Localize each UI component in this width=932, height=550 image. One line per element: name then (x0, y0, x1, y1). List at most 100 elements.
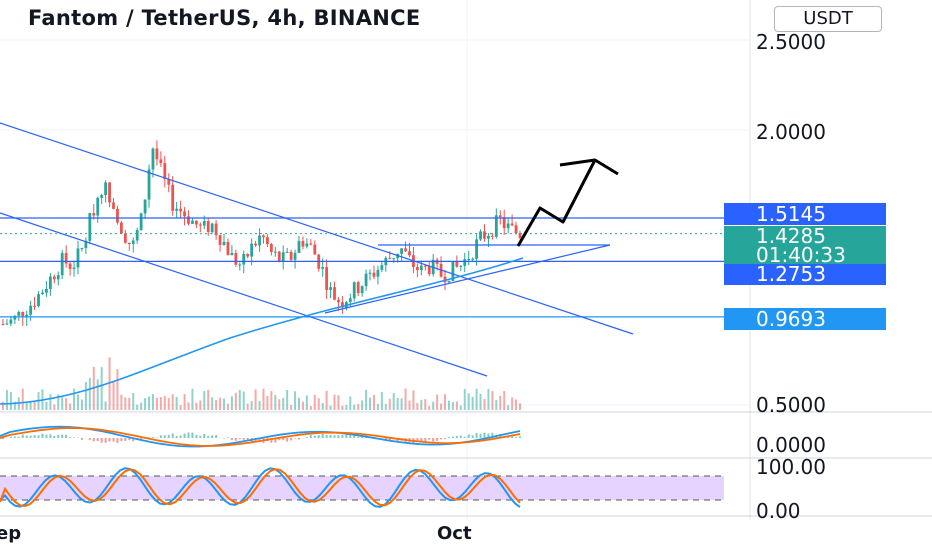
candle-body (376, 269, 380, 277)
candle-body (254, 243, 257, 246)
volume-bar (183, 394, 186, 410)
macd-histogram-bar (175, 436, 178, 438)
macd-histogram-bar (519, 436, 521, 438)
macd-histogram-bar (471, 435, 474, 438)
volume-bar (384, 404, 387, 410)
stoch-k-line (0, 467, 521, 508)
candle-body (297, 240, 301, 253)
macd-histogram-bar (207, 435, 210, 438)
macd-histogram-bar (17, 436, 20, 438)
candle-body (289, 251, 293, 260)
volume-bar (309, 405, 312, 410)
volume-bar (286, 390, 289, 410)
candle-body (368, 272, 372, 274)
volume-bar (199, 400, 202, 410)
volume-bar (305, 395, 308, 410)
volume-bar (463, 388, 466, 410)
volume-bar (57, 394, 60, 410)
macd-histogram-bar (357, 436, 360, 438)
volume-bar (369, 397, 372, 410)
candle-body (451, 261, 455, 281)
candle-body (423, 265, 427, 267)
volume-bar (88, 377, 91, 410)
macd-histogram-bar (309, 435, 312, 438)
candle-body (419, 265, 423, 271)
candle-body (269, 243, 273, 252)
candle-body (206, 221, 210, 233)
macd-histogram-bar (515, 437, 518, 438)
macd-histogram-bar (65, 434, 68, 438)
volume-bar (132, 393, 135, 410)
volume-bar (136, 404, 139, 410)
volume-bar (361, 400, 364, 410)
macd-histogram-bar (104, 438, 107, 443)
volume-bar (179, 405, 182, 410)
macd-histogram-bar (21, 434, 24, 438)
candle-body (17, 311, 21, 316)
volume-bar (120, 394, 123, 410)
resistance-badge: 1.5145 (724, 203, 886, 225)
macd-histogram-bar (13, 436, 16, 438)
candle-body (202, 221, 206, 226)
macd-histogram-bar (159, 435, 162, 438)
macd-histogram-bar (487, 433, 490, 438)
volume-bar (345, 404, 348, 410)
candle-body (21, 311, 25, 318)
volume-bar (511, 397, 514, 410)
candle-body (404, 248, 407, 252)
macd-histogram-bar (329, 434, 332, 438)
macd-histogram-bar (242, 438, 245, 440)
volume-bar (270, 391, 273, 410)
last-price-value: 1.4285 (756, 224, 826, 248)
candle-body (127, 242, 131, 245)
volume-bar (242, 391, 245, 410)
candle-body (273, 251, 277, 253)
currency-selector[interactable]: USDT (774, 6, 882, 32)
volume-bar (53, 404, 56, 410)
candle-body (333, 287, 336, 300)
candle-body (175, 208, 179, 211)
candle-body (198, 224, 202, 226)
volume-bar (274, 395, 277, 410)
volume-bar (388, 398, 391, 410)
macd-histogram-bar (33, 435, 36, 438)
volume-bar (475, 388, 478, 410)
candle-body (475, 239, 478, 259)
volume-bar (266, 395, 269, 410)
candle-body (352, 282, 356, 299)
macd-histogram-bar (325, 434, 328, 438)
time-label-sep: ep (0, 523, 22, 544)
candle-body (502, 217, 506, 229)
candles (1, 140, 522, 327)
last-price-badge: 1.4285 01:40:33 (724, 224, 886, 265)
candle-body (214, 223, 218, 236)
candle-body (262, 235, 265, 238)
macd-histogram-bar (61, 434, 64, 438)
volume-bar (207, 389, 210, 410)
candle-body (293, 252, 297, 260)
candle-body (356, 282, 360, 294)
volume-bar (2, 401, 4, 410)
macd-histogram-bar (2, 438, 4, 439)
candle-body (183, 211, 186, 217)
chart-title: Fantom / TetherUS, 4h, BINANCE (28, 6, 421, 30)
macd-histogram-bar (246, 438, 249, 441)
macd-histogram-bar (436, 438, 439, 441)
macd-histogram-bar (511, 435, 514, 438)
macd-histogram-bar (128, 438, 131, 441)
volume-bar (313, 394, 316, 410)
trend-drawings (0, 122, 724, 405)
volume-bar (219, 397, 222, 410)
candle-body (305, 243, 309, 247)
support-low-value: 0.9693 (756, 307, 826, 331)
macd-histogram-bar (199, 435, 202, 438)
candle-body (187, 216, 190, 224)
candle-body (167, 179, 171, 185)
volume-bar (211, 397, 214, 410)
volume-bar (487, 388, 490, 410)
volume-bar (515, 399, 518, 410)
candle-body (285, 251, 289, 253)
candle-body (48, 276, 52, 289)
volume-bar (226, 403, 229, 410)
macd-histogram-bar (388, 438, 391, 442)
